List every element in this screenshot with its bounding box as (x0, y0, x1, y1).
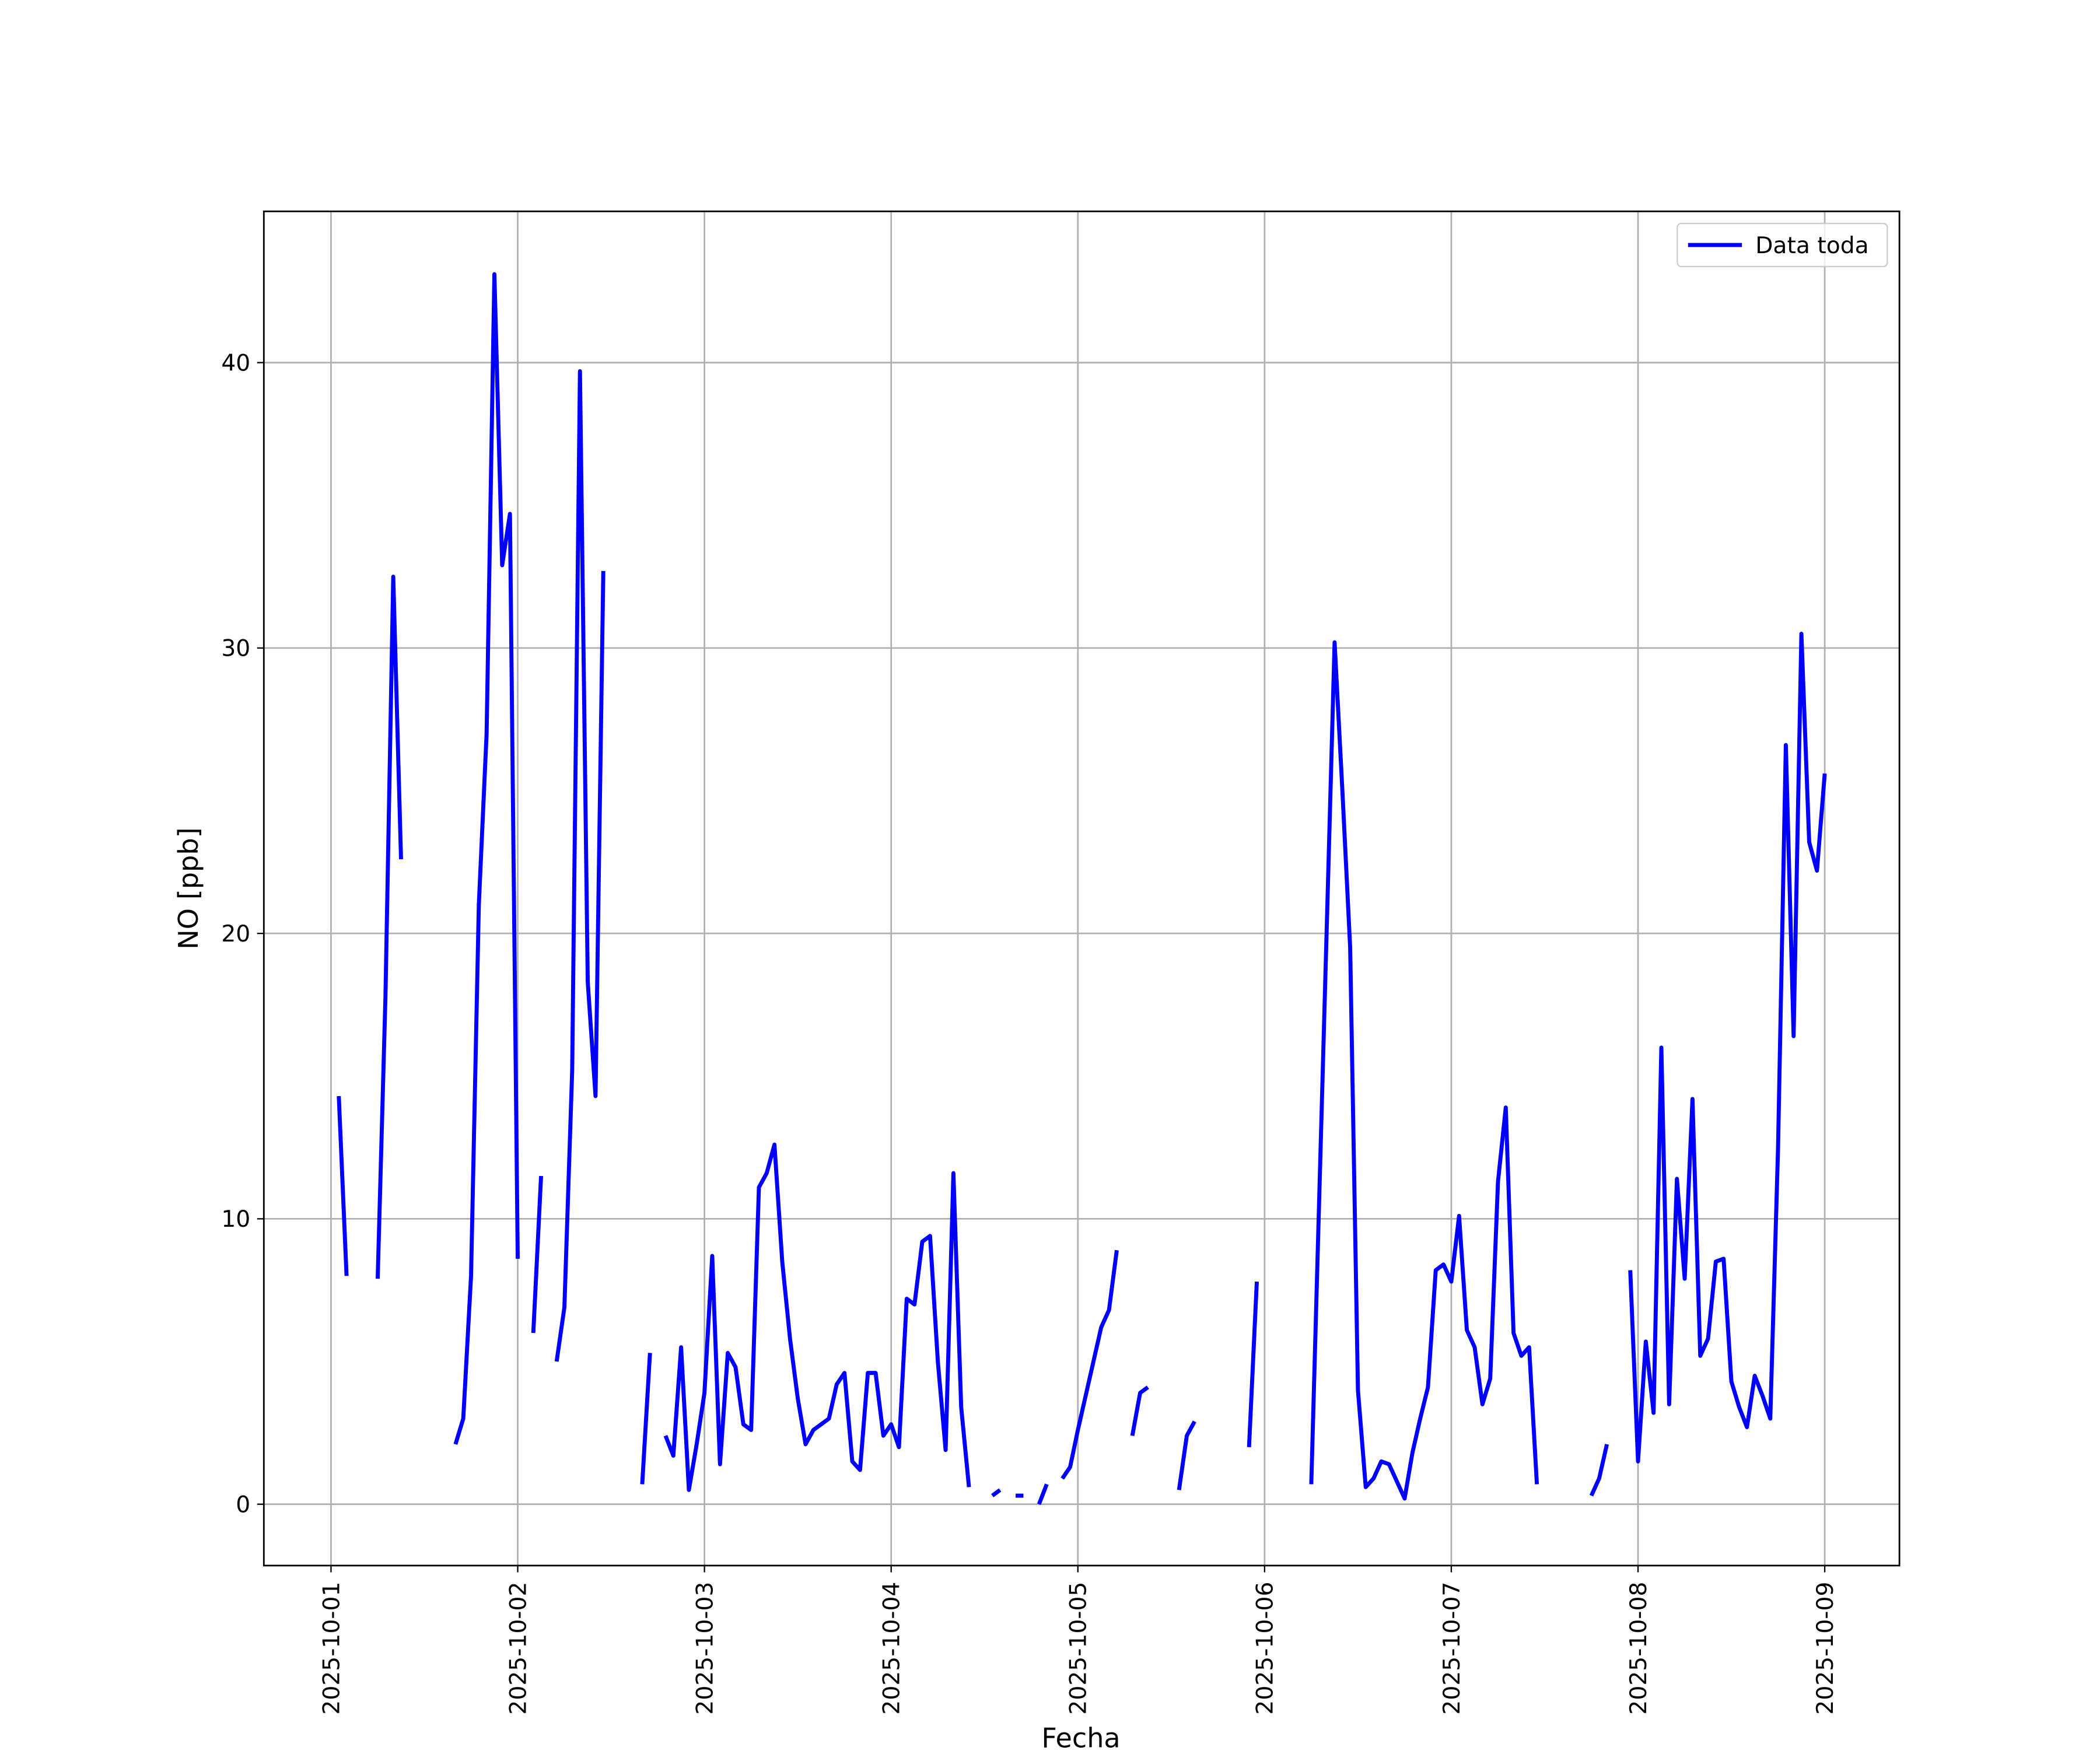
x-tick-label: 2025-10-06 (1252, 1582, 1279, 1715)
x-tick-label: 2025-10-09 (1812, 1582, 1839, 1715)
x-tick-label: 2025-10-08 (1626, 1582, 1652, 1715)
x-tick-label: 2025-10-01 (318, 1582, 345, 1715)
plot-frame (262, 210, 1901, 1567)
legend-box (1676, 222, 1888, 268)
y-tick-label: 0 (236, 1492, 250, 1518)
x-tick-label: 2025-10-07 (1439, 1582, 1465, 1715)
y-axis-label: NO [ppb] (173, 827, 204, 949)
y-tick-label: 20 (221, 921, 250, 947)
x-tick-label: 2025-10-02 (505, 1582, 531, 1715)
x-axis-label: Fecha (1041, 1722, 1120, 1750)
x-tick-label: 2025-10-04 (879, 1582, 905, 1715)
data-line (337, 272, 1827, 1505)
legend-label: Data toda (1755, 233, 1868, 259)
y-tick-label: 30 (221, 636, 250, 662)
x-tick-label: 2025-10-03 (692, 1582, 718, 1715)
x-tick-label: 2025-10-05 (1066, 1582, 1092, 1715)
y-tick-label: 10 (221, 1206, 250, 1233)
y-tick-label: 40 (221, 350, 250, 376)
